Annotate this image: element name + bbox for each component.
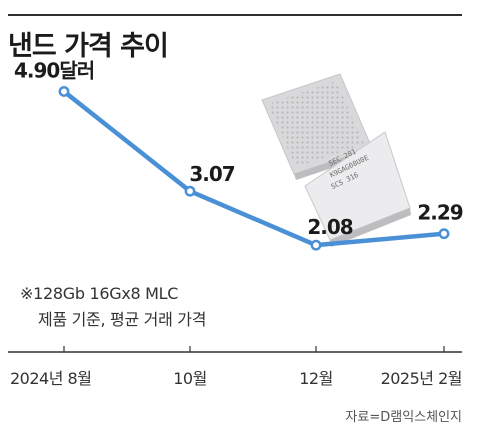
footnote-spec: ※128Gb 16Gx8 MLC <box>20 284 179 303</box>
x-tick-label: 10월 <box>173 369 207 388</box>
data-point <box>184 185 196 197</box>
data-value-label: 4.90달러 <box>14 58 94 82</box>
data-value-label: 2.29 <box>417 201 462 225</box>
x-axis: 2024년 8월 10월 12월 2025년 2월 <box>8 346 463 388</box>
data-value-label: 3.07 <box>189 162 234 186</box>
top-rule <box>8 14 462 16</box>
source-credit: 자료=D램익스체인지 <box>345 410 462 425</box>
x-tick-label: 2024년 8월 <box>10 369 91 388</box>
data-point <box>438 228 450 240</box>
label-layer: 4.90달러 3.07 2.08 2.29 <box>14 58 464 239</box>
chip-back <box>261 73 374 180</box>
x-tick-label: 12월 <box>299 369 333 388</box>
footnote-basis: 제품 기준, 평균 거래 가격 <box>38 310 207 329</box>
data-point <box>310 239 322 251</box>
series-layer <box>58 86 450 251</box>
x-tick-label: 2025년 2월 <box>381 369 462 388</box>
chart-title: 낸드 가격 추이 <box>8 31 169 62</box>
data-value-label: 2.08 <box>307 215 352 239</box>
price-series-line <box>61 89 447 248</box>
data-point <box>58 86 70 97</box>
